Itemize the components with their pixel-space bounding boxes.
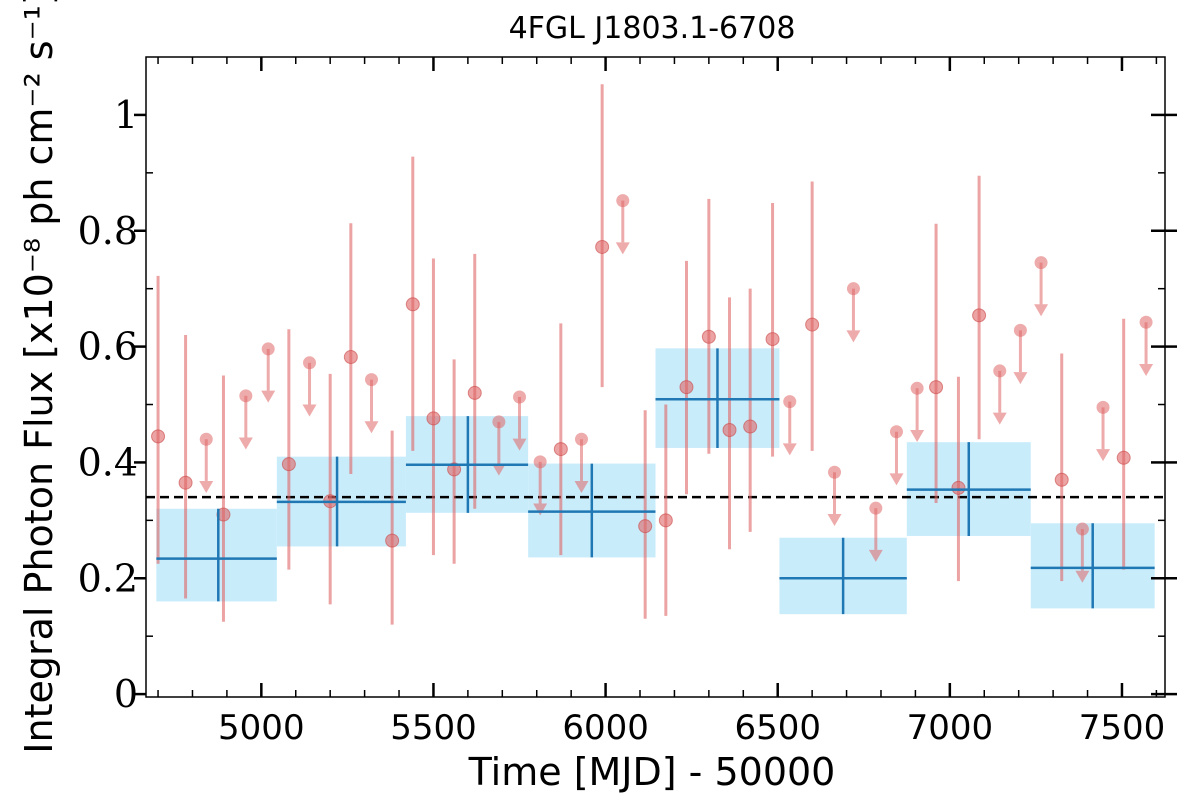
upper-limit-arrowhead xyxy=(1139,363,1154,376)
upper-limit-point xyxy=(492,415,506,429)
binned-flux-markers xyxy=(156,348,1155,615)
y-tick-label: 0.6 xyxy=(78,325,138,369)
upper-limit-point xyxy=(910,381,924,395)
upper-limit-arrowhead xyxy=(238,437,253,450)
upper-limit-point xyxy=(513,390,527,404)
upper-limit-point xyxy=(239,389,253,403)
flux-point xyxy=(405,297,420,312)
flux-point xyxy=(343,350,358,365)
upper-limit-arrowhead xyxy=(302,404,317,417)
flux-point xyxy=(1116,450,1131,465)
x-tick-label: 7000 xyxy=(907,708,994,748)
upper-limit-arrowhead xyxy=(491,463,506,476)
upper-limit-point xyxy=(616,194,630,208)
flux-point xyxy=(951,480,966,495)
x-tick-label: 6000 xyxy=(562,708,649,748)
binned-flux-box xyxy=(156,508,277,602)
flux-point xyxy=(151,429,166,444)
flux-point xyxy=(679,380,694,395)
upper-limit-arrowhead xyxy=(1075,570,1090,583)
upper-limit-point xyxy=(993,364,1007,378)
upper-limit-arrowhead xyxy=(261,390,276,403)
y-axis-label: Integral Photon Flux [x10⁻⁸ ph cm⁻² s⁻¹] xyxy=(17,0,61,754)
upper-limit-point xyxy=(533,455,547,469)
upper-limit-point xyxy=(846,282,860,296)
flux-point xyxy=(553,442,568,457)
x-tick-label: 7500 xyxy=(1079,708,1166,748)
upper-limit-point xyxy=(364,373,378,387)
flux-point xyxy=(447,462,462,477)
upper-limit-point xyxy=(199,432,213,446)
upper-limit-arrowhead xyxy=(615,242,630,255)
upper-limit-arrowhead xyxy=(1096,449,1111,462)
upper-limit-point xyxy=(828,465,842,479)
flux-point xyxy=(701,329,716,344)
y-tick-label: 0.2 xyxy=(78,556,138,600)
upper-limit-arrowhead xyxy=(782,443,797,456)
axes-group: 5000 5500 6000 6500 7000 7500 0 0.2 0.4 0.6 0.8 1 xyxy=(78,56,1177,748)
upper-limit-point xyxy=(1075,522,1089,536)
upper-limit-arrowhead xyxy=(889,473,904,486)
chart-title: 4FGL J1803.1-6708 xyxy=(509,11,796,46)
flux-point xyxy=(1054,472,1069,487)
upper-limit-point xyxy=(303,356,317,370)
x-tick-label: 6500 xyxy=(734,708,821,748)
flux-point xyxy=(972,308,987,323)
upper-limit-arrowhead xyxy=(868,549,883,562)
upper-limit-arrowhead xyxy=(199,480,214,493)
upper-limit-arrowhead xyxy=(574,480,589,493)
upper-limit-arrowhead xyxy=(827,513,842,526)
x-tick-label: 5500 xyxy=(390,708,477,748)
flux-point xyxy=(595,239,610,254)
y-tick-label: 0.8 xyxy=(78,209,138,253)
upper-limit-arrowhead xyxy=(1013,372,1028,385)
y-tick-label: 0 xyxy=(114,672,138,716)
upper-limit-point xyxy=(783,395,797,409)
flux-point xyxy=(805,317,820,332)
flux-point xyxy=(743,419,758,434)
flux-point xyxy=(426,411,441,426)
flux-point xyxy=(178,475,193,490)
upper-limit-arrowhead xyxy=(364,421,379,434)
upper-limit-point xyxy=(1096,400,1110,414)
upper-limit-arrowhead xyxy=(846,330,861,343)
upper-limit-arrowhead xyxy=(992,412,1007,425)
upper-limit-arrowhead xyxy=(512,438,527,451)
upper-limit-point xyxy=(889,425,903,439)
flux-point xyxy=(658,513,673,528)
flux-point xyxy=(281,457,296,472)
flux-point xyxy=(722,422,737,437)
plot-frame xyxy=(145,56,1166,698)
flux-point xyxy=(385,533,400,548)
upper-limit-arrowhead xyxy=(1034,304,1049,317)
upper-limit-point xyxy=(574,432,588,446)
upper-limit-point xyxy=(1013,323,1027,337)
upper-limit-arrowhead xyxy=(533,503,548,516)
flux-point xyxy=(638,519,653,534)
x-axis-label: Time [MJD] - 50000 xyxy=(468,750,836,794)
upper-limit-arrowhead xyxy=(910,429,925,442)
upper-limit-point xyxy=(869,501,883,515)
upper-limit-point xyxy=(1034,256,1048,270)
upper-limit-point xyxy=(1139,315,1153,329)
y-tick-label: 0.4 xyxy=(78,440,138,484)
flux-point xyxy=(216,507,231,522)
upper-limit-point xyxy=(261,342,275,356)
flux-point xyxy=(765,332,780,347)
flux-point xyxy=(467,385,482,400)
y-tick-label: 1 xyxy=(114,93,138,137)
flux-points-group xyxy=(151,84,1154,625)
flux-point xyxy=(929,380,944,395)
x-tick-label: 5000 xyxy=(218,708,305,748)
